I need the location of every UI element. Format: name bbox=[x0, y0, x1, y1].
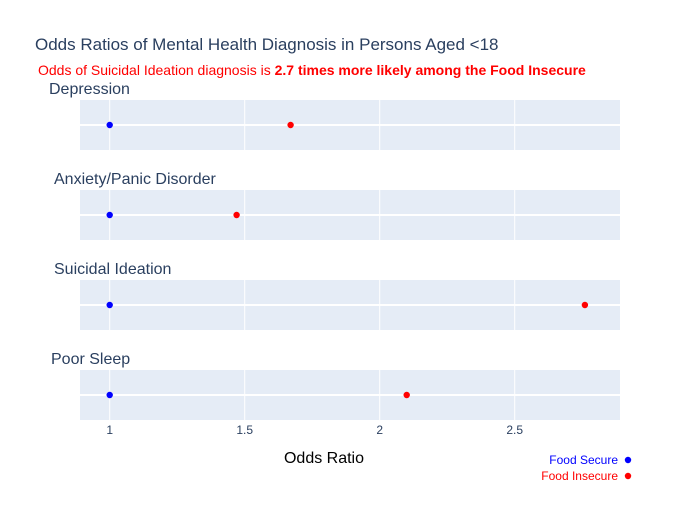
annotation-bold: 2.7 times more likely among the Food Ins… bbox=[275, 62, 586, 78]
panel-title: Poor Sleep bbox=[51, 351, 130, 368]
food-insecure-point bbox=[581, 301, 589, 309]
panel-title: Depression bbox=[49, 81, 130, 98]
x-axis-title: Odds Ratio bbox=[284, 450, 364, 467]
panel-suicidal-ideation: Suicidal Ideation bbox=[54, 261, 620, 330]
panel-poor-sleep: Poor Sleep bbox=[51, 351, 620, 420]
x-tick-label: 2.5 bbox=[506, 423, 523, 437]
annotation-prefix: Odds of Suicidal Ideation diagnosis is bbox=[38, 62, 275, 78]
panel-title: Anxiety/Panic Disorder bbox=[54, 171, 217, 188]
legend-marker bbox=[624, 456, 632, 464]
legend-label: Food Insecure bbox=[541, 469, 618, 483]
x-tick-label: 1 bbox=[106, 423, 113, 437]
food-secure-point bbox=[106, 301, 113, 309]
panel-title: Suicidal Ideation bbox=[54, 261, 171, 278]
food-secure-point bbox=[106, 121, 113, 129]
legend: Food Secure Food Insecure bbox=[541, 453, 632, 483]
panel-depression: Depression bbox=[49, 81, 620, 150]
food-secure-point bbox=[106, 391, 113, 399]
legend-item-food-secure: Food Secure bbox=[549, 453, 632, 467]
legend-label: Food Secure bbox=[549, 453, 618, 467]
panel-anxiety-panic-disorder: Anxiety/Panic Disorder bbox=[54, 171, 620, 240]
legend-marker bbox=[624, 472, 632, 480]
chart-annotation: Odds of Suicidal Ideation diagnosis is 2… bbox=[38, 62, 586, 78]
legend-item-food-insecure: Food Insecure bbox=[541, 469, 632, 483]
food-insecure-point bbox=[287, 121, 294, 129]
food-insecure-point bbox=[233, 211, 240, 219]
food-insecure-point bbox=[403, 391, 410, 399]
x-axis: 1 1.5 2 2.5 bbox=[106, 423, 523, 437]
x-tick-label: 1.5 bbox=[236, 423, 253, 437]
x-tick-label: 2 bbox=[376, 423, 383, 437]
panels-layer: Depression Anxiety/Panic Disorder Suicidal… bbox=[49, 81, 620, 420]
chart-title: Odds Ratios of Mental Health Diagnosis i… bbox=[35, 35, 499, 54]
food-secure-point bbox=[106, 211, 113, 219]
